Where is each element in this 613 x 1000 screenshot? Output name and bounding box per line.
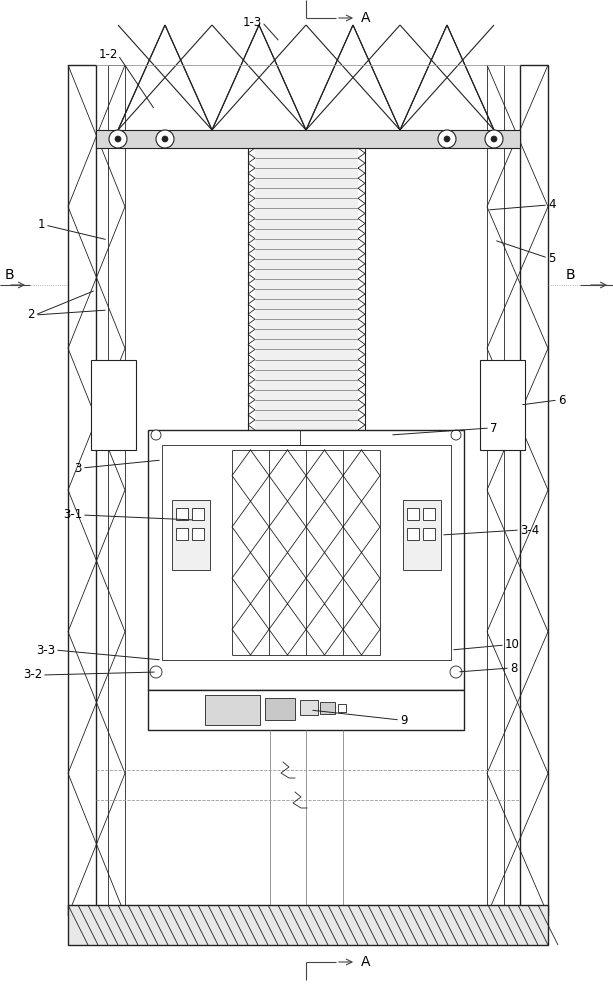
- Bar: [176, 508, 188, 520]
- Text: A: A: [361, 11, 370, 25]
- Bar: [205, 695, 260, 725]
- Circle shape: [450, 666, 462, 678]
- Circle shape: [150, 666, 162, 678]
- Text: 3-2: 3-2: [23, 668, 42, 682]
- Bar: [68, 905, 548, 945]
- Circle shape: [109, 130, 127, 148]
- Circle shape: [162, 136, 168, 142]
- Bar: [162, 445, 451, 660]
- Circle shape: [115, 136, 121, 142]
- Text: 8: 8: [510, 662, 517, 674]
- Circle shape: [438, 130, 456, 148]
- Circle shape: [151, 430, 161, 440]
- Circle shape: [156, 130, 174, 148]
- Text: B: B: [565, 268, 575, 282]
- Bar: [338, 704, 346, 712]
- Text: 1-2: 1-2: [99, 48, 118, 62]
- Bar: [148, 690, 464, 730]
- Bar: [480, 360, 525, 450]
- Text: 9: 9: [400, 714, 408, 726]
- Text: 7: 7: [490, 422, 498, 434]
- Bar: [108, 65, 125, 915]
- Bar: [265, 698, 295, 720]
- Bar: [96, 130, 520, 148]
- Bar: [68, 65, 96, 915]
- Text: 2: 2: [28, 308, 35, 322]
- Bar: [148, 430, 464, 690]
- Text: 3-3: 3-3: [36, 644, 55, 656]
- Bar: [520, 65, 548, 915]
- Bar: [320, 702, 335, 714]
- Bar: [91, 360, 136, 450]
- Text: 1: 1: [37, 219, 45, 232]
- Text: 6: 6: [558, 393, 566, 406]
- Text: 4: 4: [548, 198, 555, 212]
- Bar: [487, 65, 504, 915]
- Text: 5: 5: [548, 251, 555, 264]
- Bar: [423, 508, 435, 520]
- Text: 3-1: 3-1: [63, 508, 82, 522]
- Bar: [300, 700, 318, 715]
- Bar: [192, 528, 204, 540]
- Bar: [403, 500, 441, 570]
- Bar: [192, 508, 204, 520]
- Text: A: A: [361, 955, 370, 969]
- Bar: [176, 528, 188, 540]
- Bar: [255, 148, 358, 430]
- Circle shape: [444, 136, 450, 142]
- Text: 3-4: 3-4: [520, 524, 539, 536]
- Bar: [407, 528, 419, 540]
- Circle shape: [451, 430, 461, 440]
- Text: 3: 3: [75, 462, 82, 475]
- Circle shape: [485, 130, 503, 148]
- Text: 1-3: 1-3: [243, 15, 262, 28]
- Bar: [172, 500, 210, 570]
- Text: 10: 10: [505, 639, 520, 652]
- Bar: [407, 508, 419, 520]
- Bar: [423, 528, 435, 540]
- Circle shape: [491, 136, 497, 142]
- Text: B: B: [5, 268, 15, 282]
